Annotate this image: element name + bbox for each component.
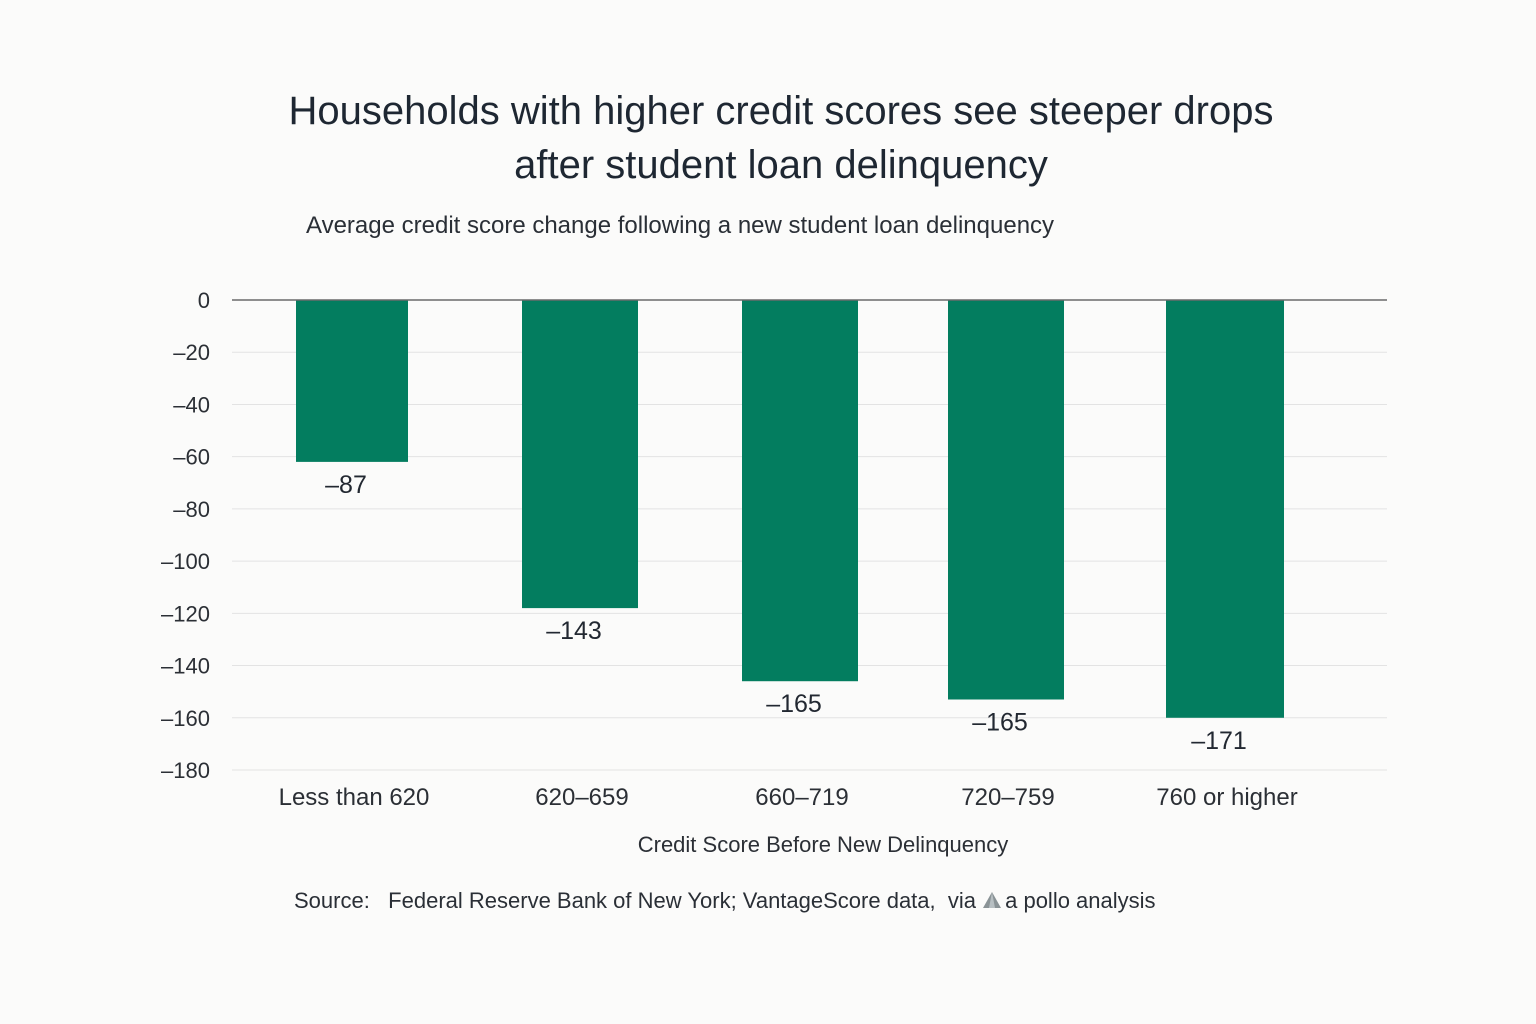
chart-title-line-2: after student loan delinquency: [514, 143, 1048, 187]
y-tick-label: –140: [161, 654, 210, 679]
source-brand: a pollo analysis: [1005, 888, 1156, 913]
y-tick-label: –20: [173, 340, 210, 365]
source-text: Federal Reserve Bank of New York; Vantag…: [388, 888, 976, 913]
chart-title: Households with higher credit scores see…: [0, 84, 1536, 192]
data-label: –171: [1191, 727, 1247, 755]
x-axis-ticks: Less than 620 620–659 660–719 720–759 760 or…: [279, 784, 1298, 811]
y-axis-ticks: 0 –20 –40 –60 –80 –100 –120 –140 –160 –180: [161, 288, 210, 783]
y-tick-label: –180: [161, 758, 210, 783]
y-tick-label: –120: [161, 601, 210, 626]
bar: [522, 300, 638, 609]
data-labels: –87 –143 –165 –165 –171: [325, 471, 1247, 755]
x-tick-label: 620–659: [535, 784, 628, 811]
chart-title-line-1: Households with higher credit scores see…: [288, 89, 1274, 133]
y-tick-label: 0: [198, 288, 210, 313]
x-tick-label: 720–759: [961, 784, 1054, 811]
data-label: –165: [766, 690, 822, 718]
y-tick-label: –100: [161, 549, 210, 574]
data-label: –87: [325, 471, 367, 499]
x-tick-label: 760 or higher: [1156, 784, 1297, 811]
triangle-logo-icon: [983, 892, 1002, 908]
source-note: Source: Federal Reserve Bank of New York…: [294, 888, 1156, 914]
bar: [1166, 300, 1284, 718]
bar: [948, 300, 1064, 700]
y-tick-label: –160: [161, 706, 210, 731]
y-tick-label: –60: [173, 445, 210, 470]
source-label: Source:: [294, 888, 370, 913]
x-axis-label: Credit Score Before New Delinquency: [638, 832, 1009, 857]
chart-subtitle: Average credit score change following a …: [306, 212, 1055, 239]
bar: [296, 300, 408, 462]
y-tick-label: –80: [173, 497, 210, 522]
x-tick-label: 660–719: [755, 784, 848, 811]
data-label: –165: [972, 709, 1028, 737]
bars: [296, 300, 1284, 718]
data-label: –143: [546, 617, 602, 645]
bar: [742, 300, 858, 682]
x-tick-label: Less than 620: [279, 784, 430, 811]
y-tick-label: –40: [173, 392, 210, 417]
